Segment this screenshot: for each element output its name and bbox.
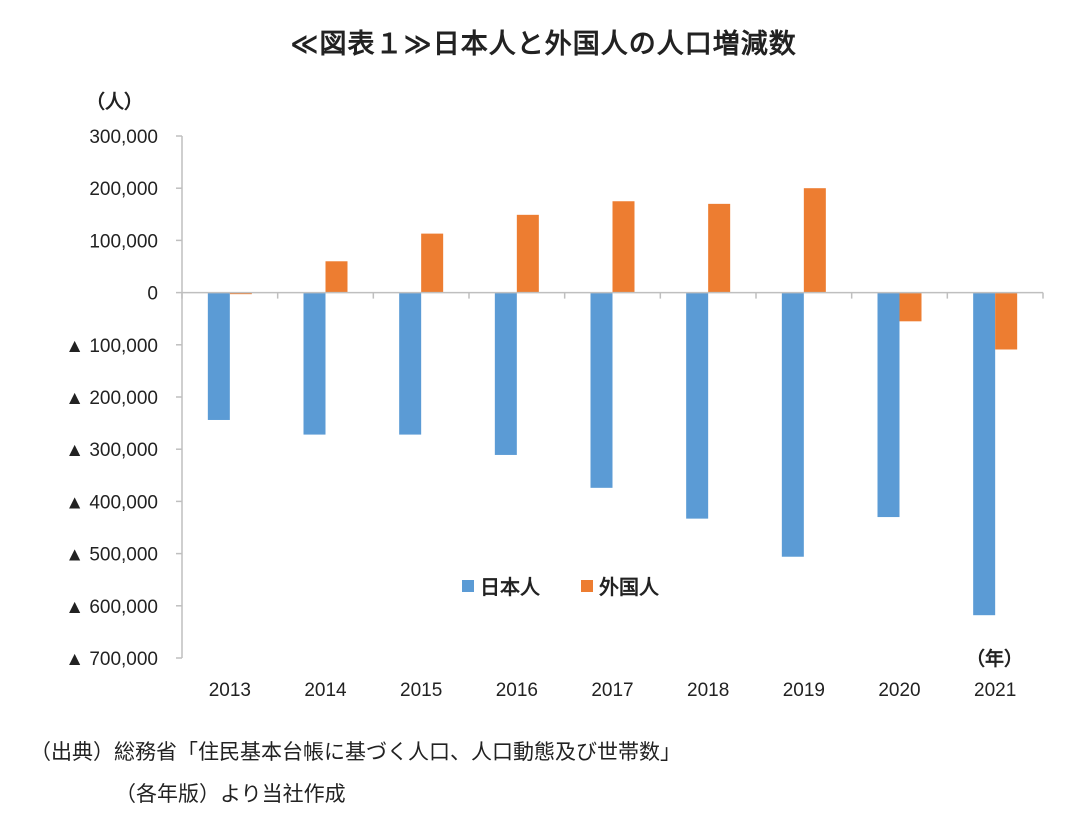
legend-swatch-japanese bbox=[462, 580, 474, 592]
x-tick-label: 2019 bbox=[783, 680, 825, 701]
y-axis-unit-label: （人） bbox=[86, 90, 143, 113]
x-axis-unit-label: （年） bbox=[966, 647, 1023, 670]
bar-2013-japanese bbox=[207, 292, 230, 420]
bar-2013-foreign bbox=[229, 292, 252, 295]
y-tick-label: ▲ 200,000 bbox=[65, 388, 158, 409]
bar-2017-foreign bbox=[612, 201, 635, 293]
x-tick-label: 2016 bbox=[496, 680, 538, 701]
legend-label-foreign: 外国人 bbox=[599, 575, 660, 599]
bar-2019-japanese bbox=[781, 292, 804, 557]
bar-2020-foreign bbox=[899, 292, 922, 322]
bar-2018-japanese bbox=[686, 292, 709, 519]
y-tick-label: ▲ 100,000 bbox=[65, 336, 158, 357]
bar-2016-foreign bbox=[516, 214, 539, 293]
y-tick-label: 0 bbox=[147, 284, 158, 305]
y-tick-label: ▲ 700,000 bbox=[65, 649, 158, 670]
bar-2020-japanese bbox=[877, 292, 900, 518]
chart-title: ≪図表１≫日本人と外国人の人口増減数 bbox=[290, 29, 797, 60]
y-tick-label: ▲ 300,000 bbox=[65, 440, 158, 461]
bar-2014-japanese bbox=[303, 292, 326, 435]
y-tick-label: 300,000 bbox=[89, 127, 158, 148]
bar-2015-japanese bbox=[399, 292, 422, 435]
source-note-line-2: （各年版）より当社作成 bbox=[115, 782, 346, 806]
x-tick-label: 2015 bbox=[400, 680, 442, 701]
y-tick-label: 100,000 bbox=[89, 231, 158, 252]
y-tick-label: ▲ 500,000 bbox=[65, 545, 158, 566]
bar-2017-japanese bbox=[590, 292, 613, 488]
y-axis: 300,000 200,000 100,000 0 ▲ 100,000 ▲ 200,000… bbox=[65, 127, 183, 670]
chart-area: （人） 300,000 200,000 100,000 0 ▲ 100,000 ▲ 200… bbox=[65, 90, 1044, 701]
x-axis: 2013 2014 2015 2016 2017 2018 2019 2020 2021 bbox=[181, 291, 1044, 701]
bar-2021-japanese bbox=[973, 292, 996, 616]
y-tick-label: ▲ 400,000 bbox=[65, 492, 158, 513]
bar-2019-foreign bbox=[803, 188, 826, 293]
source-note-line-1: （出典）総務省「住民基本台帳に基づく人口、人口動態及び世帯数」 bbox=[30, 740, 681, 764]
bars bbox=[207, 188, 1018, 616]
x-tick-label: 2013 bbox=[209, 680, 251, 701]
x-tick-label: 2021 bbox=[974, 680, 1016, 701]
bar-2015-foreign bbox=[421, 233, 444, 293]
legend-swatch-foreign bbox=[581, 580, 593, 592]
bar-2016-japanese bbox=[494, 292, 517, 455]
bar-2021-foreign bbox=[995, 292, 1018, 350]
y-tick-label: ▲ 600,000 bbox=[65, 597, 158, 618]
x-tick-label: 2014 bbox=[304, 680, 347, 701]
x-tick-label: 2018 bbox=[687, 680, 729, 701]
bar-2014-foreign bbox=[325, 261, 348, 293]
legend: 日本人 外国人 bbox=[462, 575, 660, 599]
x-tick-label: 2020 bbox=[878, 680, 920, 701]
bar-2018-foreign bbox=[708, 203, 731, 293]
legend-label-japanese: 日本人 bbox=[480, 575, 541, 599]
x-tick-label: 2017 bbox=[591, 680, 633, 701]
y-tick-label: 200,000 bbox=[89, 179, 158, 200]
